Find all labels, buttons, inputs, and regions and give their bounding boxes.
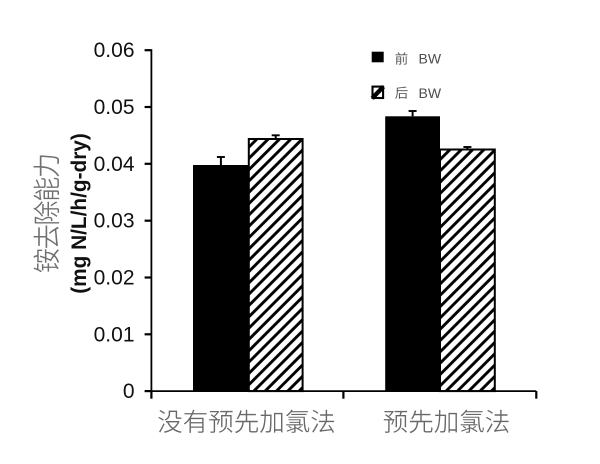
svg-text:(mg N/L/h/g-dry): (mg N/L/h/g-dry) (68, 133, 91, 294)
svg-text:0.06: 0.06 (94, 39, 135, 62)
svg-text:0.05: 0.05 (94, 96, 135, 119)
svg-text:0.04: 0.04 (94, 153, 135, 176)
svg-text:0: 0 (123, 380, 135, 403)
svg-text:0.02: 0.02 (94, 267, 135, 290)
svg-text:0.01: 0.01 (94, 323, 135, 346)
svg-text:BW: BW (419, 51, 442, 67)
svg-text:0.03: 0.03 (94, 210, 135, 233)
svg-text:BW: BW (419, 85, 442, 101)
